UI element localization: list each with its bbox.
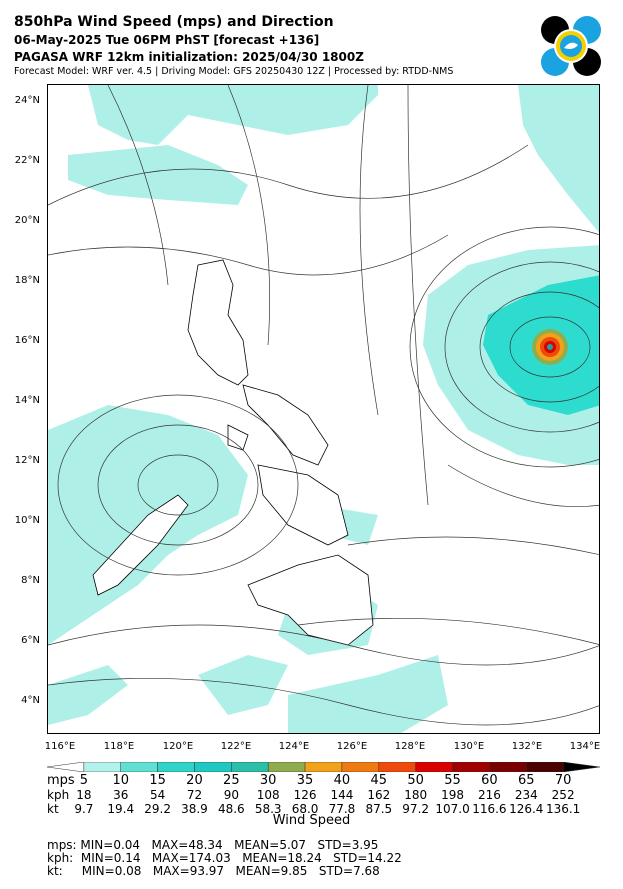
colorbar-segment	[562, 762, 601, 772]
colorbar	[47, 762, 601, 772]
wind-map	[47, 84, 600, 734]
chart-title: 850hPa Wind Speed (mps) and Direction	[14, 14, 334, 30]
lat-label: 18°N	[14, 275, 40, 286]
colorbar-tick-mps: 45	[370, 773, 388, 788]
colorbar-tick-kph: 36	[113, 788, 129, 802]
colorbar-title: Wind Speed	[272, 813, 351, 828]
colorbar-segment	[157, 762, 195, 772]
colorbar-row-label-mps: mps	[47, 773, 75, 788]
model-info: Forecast Model: WRF ver. 4.5 | Driving M…	[14, 66, 454, 77]
colorbar-tick-mps: 70	[554, 773, 572, 788]
lat-label: 10°N	[14, 515, 40, 526]
colorbar-tick-mps: 30	[259, 773, 277, 788]
lon-label: 126°E	[336, 741, 368, 752]
colorbar-segment	[489, 762, 527, 772]
colorbar-segment	[304, 762, 343, 772]
lat-label: 12°N	[14, 455, 40, 466]
colorbar-tick-kph: 234	[514, 788, 538, 802]
colorbar-tick-mps: 50	[407, 773, 424, 788]
colorbar-segment	[452, 762, 490, 772]
lon-label: 134°E	[569, 741, 601, 752]
colorbar-segment	[47, 762, 85, 772]
colorbar-tick-kph: 108	[256, 788, 280, 802]
colorbar-segment	[231, 762, 269, 772]
colorbar-tick-kph: 198	[441, 788, 464, 802]
colorbar-tick-mps: 15	[149, 773, 166, 788]
colorbar-segment	[267, 762, 306, 772]
colorbar-tick-kt: 116.6	[472, 802, 507, 816]
colorbar-tick-kph: 90	[223, 788, 239, 802]
streamlines	[48, 85, 599, 726]
colorbar-segment	[83, 762, 121, 772]
colorbar-tick-kt: 38.9	[181, 802, 208, 816]
lat-label: 20°N	[14, 215, 40, 226]
colorbar-tick-kt: 97.2	[402, 802, 430, 816]
stats-kt: kt: MIN=0.08 MAX=93.97 MEAN=9.85 STD=7.6…	[47, 864, 380, 878]
colorbar-tick-kph: 126	[293, 788, 317, 802]
colorbar-tick-mps: 25	[223, 773, 240, 788]
colorbar-tick-kph: 216	[477, 788, 501, 802]
lat-label: 4°N	[21, 695, 40, 706]
colorbar-tick-kph: 144	[330, 788, 354, 802]
colorbar-tick-kt: 107.0	[435, 802, 470, 816]
colorbar-tick-mps: 65	[517, 773, 535, 788]
colorbar-segment	[120, 762, 158, 772]
colorbar-tick-mps: 60	[481, 773, 498, 788]
colorbar-tick-kt: 58.3	[254, 802, 282, 816]
lon-label: 128°E	[394, 741, 426, 752]
colorbar-tick-kph: 162	[367, 788, 391, 802]
colorbar-tick-kt: 68.0	[291, 802, 319, 816]
valid-time: 06-May-2025 Tue 06PM PhST [forecast +136…	[14, 33, 320, 47]
colorbar-tick-kt: 126.4	[509, 802, 544, 816]
lat-label: 16°N	[14, 335, 40, 346]
colorbar-tick-mps: 10	[112, 773, 129, 788]
colorbar-segment	[378, 762, 416, 772]
colorbar-tick-mps: 35	[296, 773, 314, 788]
colorbar-tick-kph: 252	[551, 788, 575, 802]
lon-label: 116°E	[44, 741, 76, 752]
stats-mps: mps: MIN=0.04 MAX=48.34 MEAN=5.07 STD=3.…	[47, 838, 379, 852]
lat-label: 24°N	[14, 95, 40, 106]
lon-label: 130°E	[453, 741, 485, 752]
colorbar-row-label-kph: kph	[47, 788, 70, 802]
colorbar-tick-kt: 77.8	[328, 802, 356, 816]
colorbar-tick-kt: 48.6	[217, 802, 245, 816]
colorbar-segment	[341, 762, 380, 772]
lon-label: 118°E	[103, 741, 135, 752]
colorbar-row-label-kt: kt	[47, 802, 59, 816]
map-canvas	[48, 85, 599, 733]
land-outline	[92, 259, 374, 646]
colorbar-tick-kt: 87.5	[365, 802, 393, 816]
colorbar-tick-kph: 72	[186, 788, 203, 802]
lon-label: 122°E	[220, 741, 252, 752]
init-time: PAGASA WRF 12km initialization: 2025/04/…	[14, 50, 364, 64]
lat-label: 22°N	[14, 155, 40, 166]
stats-kph: kph: MIN=0.14 MAX=174.03 MEAN=18.24 STD=…	[47, 851, 402, 865]
colorbar-tick-kph: 54	[149, 788, 166, 802]
lon-label: 120°E	[162, 741, 194, 752]
colorbar-tick-mps: 5	[79, 773, 88, 788]
colorbar-tick-kt: 9.7	[74, 802, 94, 816]
lat-label: 8°N	[21, 575, 40, 586]
colorbar-tick-kph: 180	[404, 788, 428, 802]
colorbar-tick-kph: 18	[76, 788, 92, 802]
colorbar-tick-kt: 136.1	[545, 802, 581, 816]
lat-label: 14°N	[14, 395, 40, 406]
pagasa-logo	[541, 16, 601, 76]
colorbar-tick-mps: 55	[444, 773, 461, 788]
lon-label: 132°E	[511, 741, 543, 752]
colorbar-segment	[415, 762, 453, 772]
colorbar-segment	[194, 762, 232, 772]
colorbar-tick-kt: 19.4	[107, 802, 135, 816]
typhoon-core	[532, 329, 568, 365]
colorbar-tick-kt: 29.2	[144, 802, 171, 816]
colorbar-segment	[526, 762, 564, 772]
colorbar-tick-mps: 40	[333, 773, 351, 788]
colorbar-tick-mps: 20	[186, 773, 203, 788]
lon-label: 124°E	[278, 741, 310, 752]
lat-label: 6°N	[21, 635, 40, 646]
